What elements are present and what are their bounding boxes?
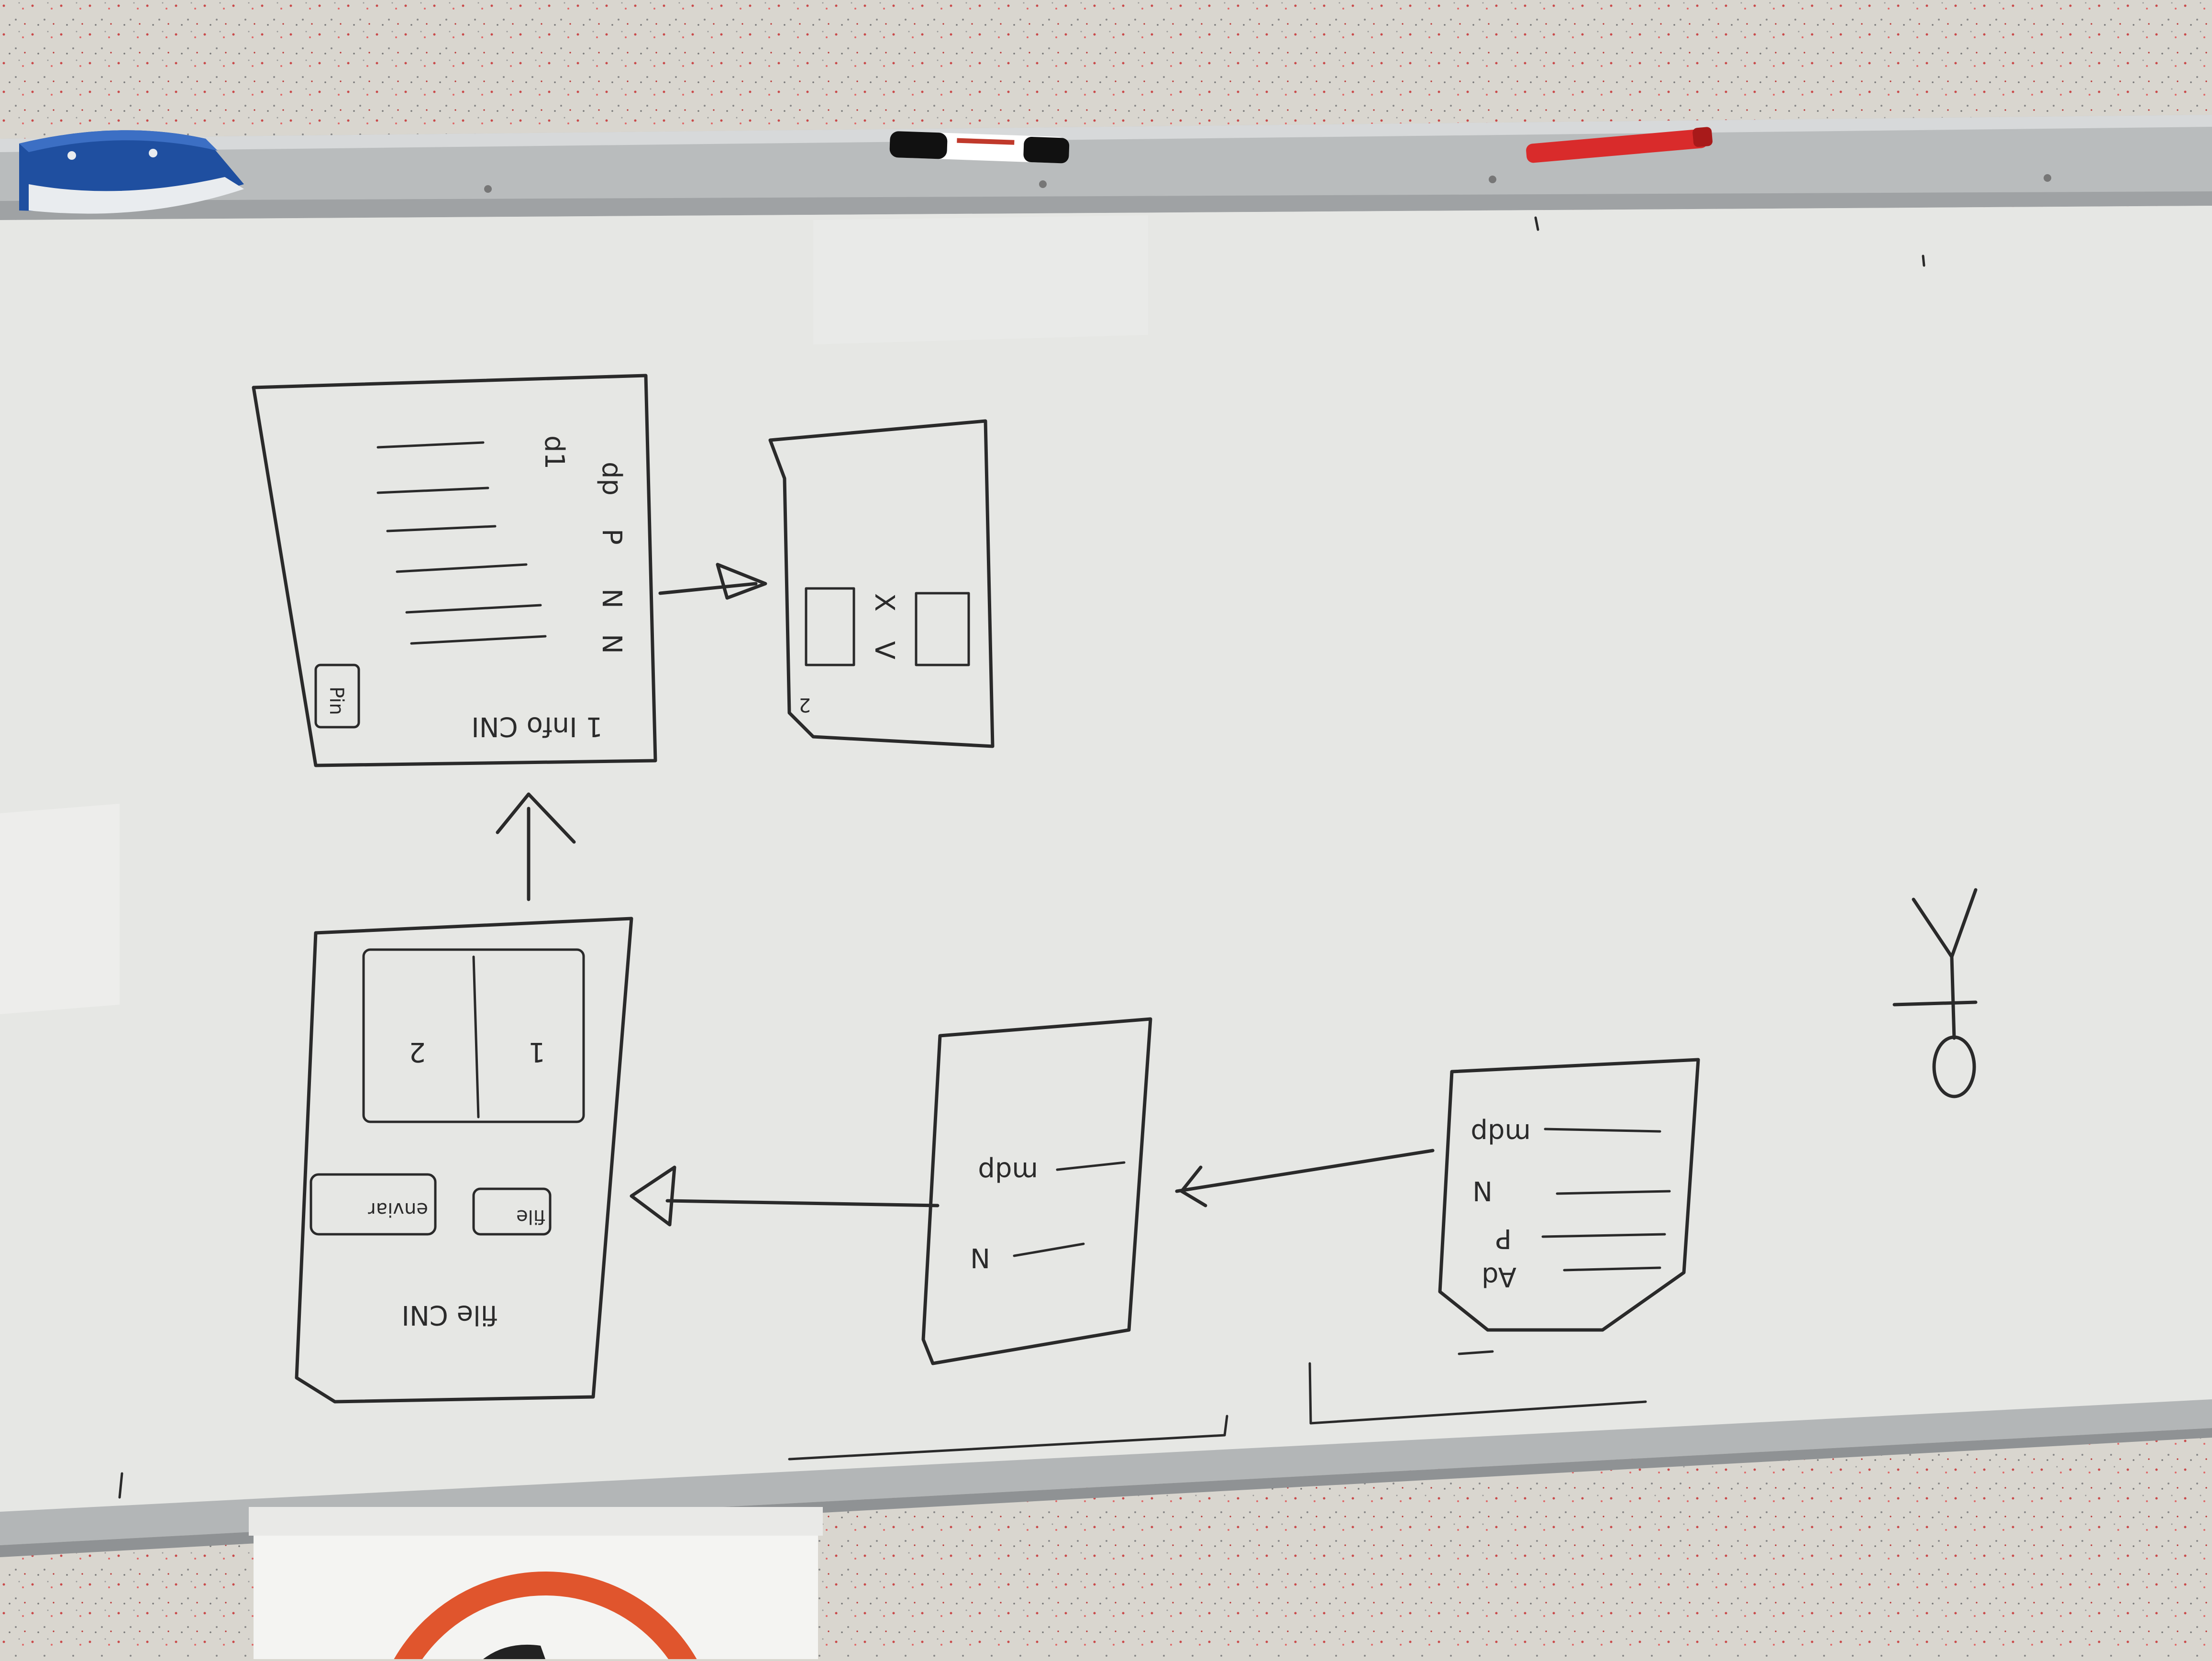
sketch-screen-confirm [768,419,995,748]
sketch-field-p: P [596,529,627,545]
sketch-title-file-cni: file CNI [401,1299,498,1330]
sketch-signup-p: P [1495,1223,1512,1254]
eraser-icon[interactable] [19,130,244,214]
sketch-screen-credentials [921,1017,1435,1365]
sketch-credentials-mdp: mdp [978,1156,1038,1187]
sketch-field-n2: N [596,588,627,609]
sketch-screen-file-cni [295,792,940,1404]
black-marker-icon[interactable] [889,131,1070,164]
sketch-signup-ad: Ad [1482,1261,1516,1292]
sketch-field-dp: dp [596,462,627,496]
whiteboard [0,206,2212,1521]
sketch-button-file: file [516,1206,545,1228]
prohibition-sign-icon [249,1507,823,1661]
sketch-button-send: enviar [368,1198,428,1220]
sketch-screen-signup [1438,1058,1700,1332]
stick-figure-icon [1892,888,1978,1098]
sketch-field-d1: d1 [539,435,570,469]
sketch-credentials-n: N [970,1242,990,1273]
sketch-confirm-x: X [869,593,900,611]
sketch-confirm-marker: 2 [799,694,811,716]
sketch-panel-2: 2 [409,1036,426,1067]
sketch-signup-mdp: mdp [1471,1118,1531,1149]
sketch-confirm-v: V [869,641,900,659]
sketch-panel-1: 1 [528,1036,545,1067]
red-marker-icon[interactable] [1526,127,1713,164]
sketch-signup-n: N [1472,1175,1493,1206]
sketch-title-info-cni: 1 Info CNI [471,711,603,742]
sketch-field-n1: N [596,634,627,654]
sketch-screen-info-cni [252,374,767,767]
sketch-pin-label: Pin [325,687,347,715]
